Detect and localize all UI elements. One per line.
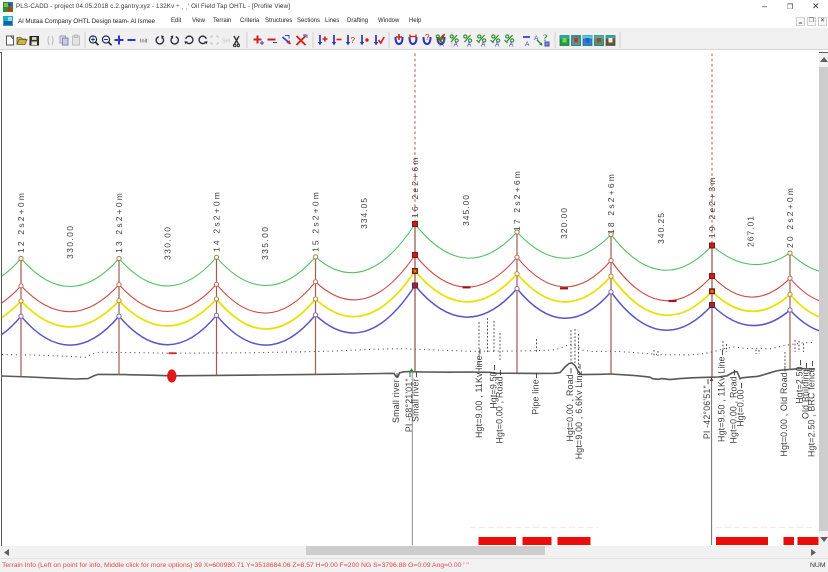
svg-text:19 2e2+3m: 19 2e2+3m [707, 175, 717, 238]
svg-text:Sel: Sel [222, 39, 230, 45]
svg-text:Init: Init [140, 39, 148, 45]
svg-text:330.00: 330.00 [65, 225, 75, 259]
svg-text:Pipe line: Pipe line [531, 379, 541, 415]
svg-text:Hgt=0.00 , Road: Hgt=0.00 , Road [565, 374, 575, 441]
svg-text:334.05: 334.05 [359, 197, 369, 229]
svg-text:?: ? [425, 33, 430, 42]
svg-text:14 2s2+0m: 14 2s2+0m [212, 190, 222, 252]
svg-text:17 2s2+6m: 17 2s2+6m [512, 169, 522, 231]
svg-text:Hgt=0.00: Hgt=0.00 [736, 389, 746, 427]
svg-text:Hgt=9.00 , 11Kv line: Hgt=9.00 , 11Kv line [474, 355, 484, 438]
svg-text:?: ? [543, 33, 548, 43]
svg-text:320.00: 320.00 [559, 207, 569, 239]
svg-text:Hgt=9.50: Hgt=9.50 [489, 371, 499, 409]
svg-text:Small river: Small river [391, 379, 401, 423]
svg-text:267.01: 267.01 [746, 215, 756, 247]
svg-text:Small river: Small river [411, 378, 421, 422]
svg-text:A: A [495, 42, 500, 49]
svg-text:A: A [481, 42, 486, 49]
svg-text:?: ? [351, 36, 356, 45]
svg-text:13 2s2+0m: 13 2s2+0m [114, 191, 124, 253]
svg-text:18 2s2+6m: 18 2s2+6m [606, 172, 616, 234]
svg-text:345.00: 345.00 [461, 194, 471, 226]
svg-text:A: A [454, 42, 459, 49]
svg-text:A: A [440, 42, 445, 49]
svg-text:Old Building: Old Building [801, 369, 811, 419]
svg-text:Hgt=2.50: Hgt=2.50 [795, 366, 805, 404]
svg-text:A: A [525, 41, 530, 48]
svg-text:20 2s2+0m: 20 2s2+0m [785, 186, 795, 248]
svg-text:Hgt=2.50 , BRC fence: Hgt=2.50 , BRC fence [807, 367, 817, 457]
svg-text:A: A [534, 35, 539, 42]
svg-text:Hgt=9.00 , 6.6Kv Line: Hgt=9.00 , 6.6Kv Line [574, 370, 584, 459]
svg-text:PI -68°21'01": PI -68°21'01" [404, 378, 414, 432]
svg-text:A: A [509, 42, 514, 49]
svg-text:Hgt=0.00 , Road: Hgt=0.00 , Road [729, 376, 739, 443]
svg-text:Hgt=9.50 , 11Kv Line: Hgt=9.50 , 11Kv Line [717, 356, 727, 442]
svg-text:PI -42°06'51": PI -42°06'51" [702, 385, 712, 439]
svg-text:Hgt=0.00 , Old Road: Hgt=0.00 , Old Road [779, 372, 789, 456]
svg-text:15 2s2+0m: 15 2s2+0m [311, 190, 321, 252]
svg-text:335.00: 335.00 [260, 226, 270, 260]
svg-text:12 2s2+0m: 12 2s2+0m [16, 191, 26, 253]
svg-text:A: A [467, 42, 472, 49]
svg-text:340.25: 340.25 [656, 212, 666, 244]
svg-text:330.00: 330.00 [163, 226, 173, 260]
svg-text:Hgt=0.00 , Road: Hgt=0.00 , Road [495, 376, 505, 443]
svg-text:16 2e2+6m: 16 2e2+6m [410, 155, 420, 218]
